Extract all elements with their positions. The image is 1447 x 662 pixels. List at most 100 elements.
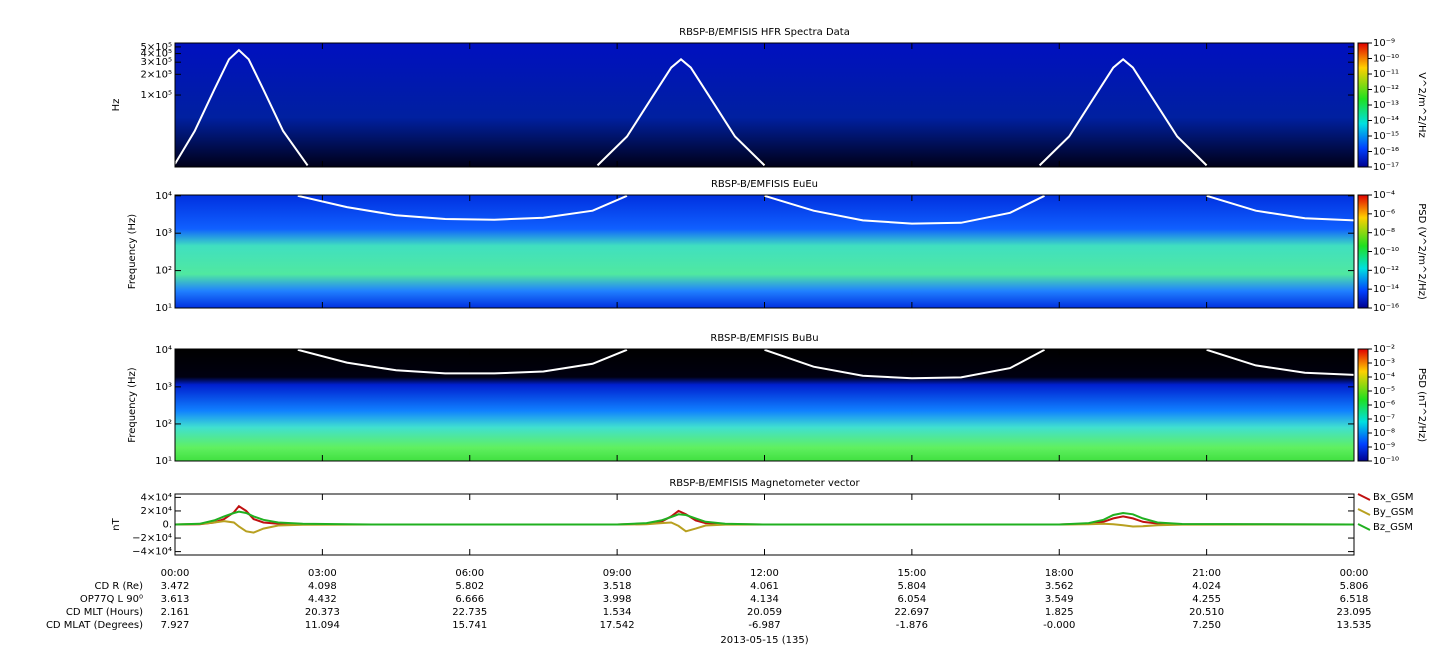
colorbar (1357, 194, 1369, 309)
x-tick-label: 00:00 (161, 568, 190, 579)
colorbar-tick-label: 10⁻⁴ (1373, 372, 1395, 383)
plot-area (175, 43, 1354, 167)
y-tick-label: −4×10⁴ (132, 547, 172, 558)
row-value: 23.095 (1337, 607, 1372, 618)
y-tick-label: 10² (155, 266, 172, 277)
colorbar-tick-label: 10⁻⁶ (1373, 400, 1395, 411)
row-label: CD MLT (Hours) (66, 607, 143, 618)
row-value: 1.534 (603, 607, 632, 618)
y-axis-label: Frequency (Hz) (127, 367, 138, 443)
y-tick-label: 5×10⁵ (141, 42, 172, 53)
row-value: -6.987 (748, 620, 780, 631)
row-value: 15.741 (452, 620, 487, 631)
row-value: 7.250 (1192, 620, 1221, 631)
colorbar-tick-label: 10⁻¹⁵ (1373, 131, 1399, 142)
row-value: 20.059 (747, 607, 782, 618)
colorbar-tick-label: 10⁻⁸ (1373, 428, 1395, 439)
legend-swatch (1357, 508, 1371, 516)
row-value: 3.472 (161, 581, 190, 592)
row-value: 22.697 (894, 607, 929, 618)
colorbar-label: PSD (nT^2/Hz) (1416, 368, 1427, 442)
row-label: CD R (Re) (95, 581, 144, 592)
row-label: CD MLAT (Degrees) (46, 620, 143, 631)
colorbar-tick-label: 10⁻¹³ (1373, 100, 1399, 111)
row-value: 7.927 (161, 620, 190, 631)
y-tick-label: 10³ (155, 382, 172, 393)
y-tick-label: 4×10⁵ (141, 49, 172, 60)
series-line (175, 520, 1354, 534)
overlay-line (297, 349, 1354, 380)
x-tick-label: 21:00 (1192, 568, 1221, 579)
y-tick-label: −2×10⁴ (132, 533, 172, 544)
colorbar-tick-label: 10⁻¹⁷ (1373, 162, 1399, 173)
colorbar-tick-label: 10⁻¹⁶ (1373, 147, 1399, 158)
row-value: 3.998 (603, 594, 632, 605)
row-value: 4.024 (1192, 581, 1221, 592)
y-tick-label: 2×10⁴ (141, 506, 172, 517)
row-value: 4.098 (308, 581, 337, 592)
colorbar-tick-label: 10⁻¹⁰ (1373, 456, 1399, 467)
row-label: OP77Q L 90⁰ (80, 594, 143, 605)
row-value: -0.000 (1043, 620, 1075, 631)
x-tick-label: 06:00 (455, 568, 484, 579)
colorbar-tick-label: 10⁻¹⁰ (1373, 247, 1399, 258)
row-value: 20.510 (1189, 607, 1224, 618)
colorbar-label: V^2/m^2/Hz (1416, 72, 1427, 138)
plot-frame (174, 493, 1355, 556)
x-tick-label: 18:00 (1045, 568, 1074, 579)
panel-title: RBSP-B/EMFISIS HFR Spectra Data (679, 27, 850, 38)
row-value: 4.134 (750, 594, 779, 605)
row-value: 6.518 (1340, 594, 1369, 605)
y-axis-label: Hz (111, 99, 122, 112)
y-tick-label: 10² (155, 419, 172, 430)
y-tick-label: 2×10⁵ (141, 69, 172, 80)
overlay-line (297, 195, 1354, 225)
legend-label: By_GSM (1373, 507, 1414, 518)
colorbar-tick-label: 10⁻⁸ (1373, 228, 1395, 239)
row-value: 6.054 (898, 594, 927, 605)
colorbar-tick-label: 10⁻¹² (1373, 265, 1399, 276)
y-tick-label: 10⁴ (155, 191, 172, 202)
row-value: 2.161 (161, 607, 190, 618)
colorbar-label: PSD (V^2/m^2/Hz) (1416, 203, 1427, 300)
colorbar-tick-label: 10⁻³ (1373, 358, 1395, 369)
row-value: 5.806 (1340, 581, 1369, 592)
colorbar-tick-label: 10⁻¹⁶ (1373, 303, 1399, 314)
colorbar-tick-label: 10⁻¹⁴ (1373, 116, 1399, 127)
y-tick-label: 3×10⁵ (141, 57, 172, 68)
colorbar (1357, 42, 1369, 168)
colorbar-tick-label: 10⁻⁷ (1373, 414, 1395, 425)
row-value: 6.666 (455, 594, 484, 605)
colorbar-tick-label: 10⁻¹² (1373, 85, 1399, 96)
date-label: 2013-05-15 (135) (720, 635, 808, 646)
colorbar-tick-label: 10⁻⁹ (1373, 442, 1395, 453)
y-tick-label: 4×10⁴ (141, 492, 172, 503)
colorbar-tick-label: 10⁻⁵ (1373, 386, 1395, 397)
y-axis-label: Frequency (Hz) (127, 214, 138, 290)
plot-frame (174, 42, 1355, 168)
row-value: -1.876 (896, 620, 928, 631)
row-value: 22.735 (452, 607, 487, 618)
panel-title: RBSP-B/EMFISIS EuEu (711, 179, 818, 190)
row-value: 3.549 (1045, 594, 1074, 605)
row-value: 17.542 (600, 620, 635, 631)
colorbar-tick-label: 10⁻¹⁰ (1373, 54, 1399, 65)
x-tick-label: 09:00 (603, 568, 632, 579)
colorbar-tick-label: 10⁻⁴ (1373, 190, 1395, 201)
colorbar-tick-label: 10⁻¹¹ (1373, 69, 1399, 80)
row-value: 3.613 (161, 594, 190, 605)
x-tick-label: 15:00 (897, 568, 926, 579)
x-tick-label: 03:00 (308, 568, 337, 579)
y-tick-label: 10⁴ (155, 345, 172, 356)
y-tick-label: 10³ (155, 228, 172, 239)
row-value: 1.825 (1045, 607, 1074, 618)
row-value: 4.061 (750, 581, 779, 592)
row-value: 5.802 (455, 581, 484, 592)
row-value: 3.518 (603, 581, 632, 592)
y-axis-label: nT (111, 517, 122, 530)
colorbar-tick-label: 10⁻¹⁴ (1373, 284, 1399, 295)
row-value: 4.432 (308, 594, 337, 605)
colorbar-tick-label: 10⁻² (1373, 344, 1395, 355)
y-tick-label: 10¹ (155, 456, 172, 467)
